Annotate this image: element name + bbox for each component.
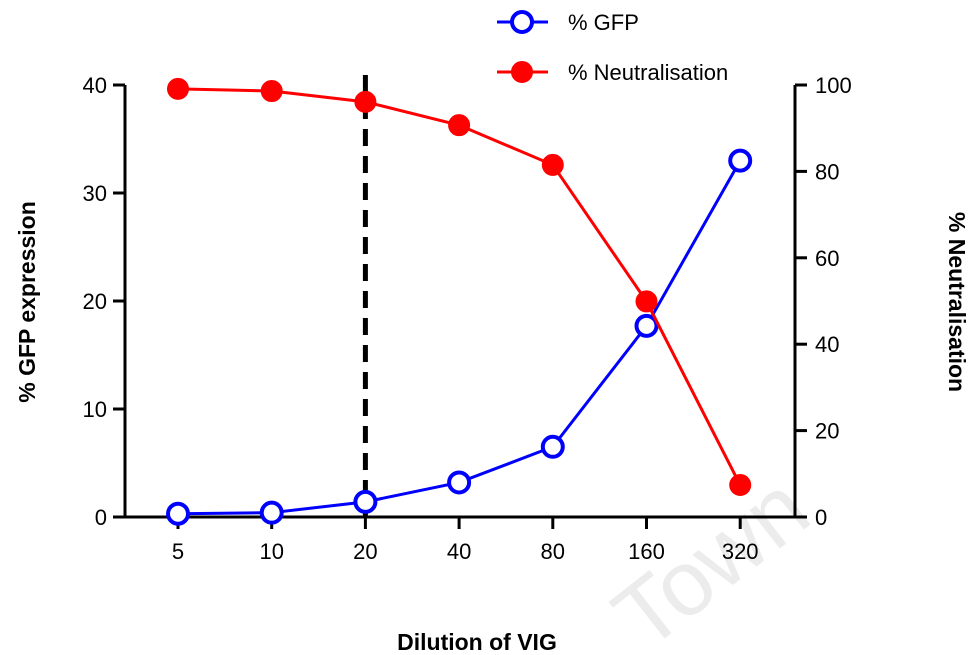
y-tick-left-label: 10 — [83, 397, 107, 422]
y-tick-left-label: 20 — [83, 289, 107, 314]
series-neutralisation — [167, 77, 752, 497]
legend-item-gfp: % GFP — [497, 10, 639, 35]
data-point-neutralisation — [729, 474, 752, 497]
data-point-gfp — [540, 434, 565, 459]
data-point-neutralisation — [354, 90, 377, 113]
legend-item-neutralisation: % Neutralisation — [497, 60, 728, 85]
y-tick-right-label: 40 — [815, 332, 839, 357]
legend: % GFP % Neutralisation — [497, 10, 728, 85]
axes: 5 10 20 40 80 160 320 0 10 20 30 40 0 20 40 60 80 100 — [83, 73, 852, 564]
x-tick-label: 80 — [541, 539, 565, 564]
data-point-neutralisation — [448, 114, 471, 137]
x-tick-label: 5 — [172, 539, 184, 564]
data-point-gfp — [166, 501, 190, 526]
data-point-neutralisation — [260, 80, 283, 103]
data-point-gfp — [259, 500, 284, 525]
series-gfp — [166, 148, 753, 526]
data-point-gfp — [447, 470, 472, 495]
x-tick-label: 160 — [628, 539, 665, 564]
legend-marker-neutralisation — [511, 61, 533, 83]
y-axis-left-title: % GFP expression — [14, 201, 40, 403]
x-tick-label: 40 — [447, 539, 471, 564]
legend-label-gfp: % GFP — [568, 10, 639, 35]
legend-marker-gfp — [510, 10, 534, 34]
y-tick-right-label: 0 — [815, 505, 827, 530]
y-tick-left-label: 30 — [83, 181, 107, 206]
y-tick-right-label: 80 — [815, 159, 839, 184]
y-axis-right-title: % Neutralisation — [944, 212, 970, 392]
y-tick-left-label: 40 — [83, 73, 107, 98]
data-point-neutralisation — [635, 290, 658, 313]
x-tick-label: 320 — [722, 539, 759, 564]
y-tick-right-label: 60 — [815, 246, 839, 271]
y-tick-right-label: 20 — [815, 419, 839, 444]
x-tick-label: 10 — [259, 539, 283, 564]
series-line-gfp — [177, 159, 742, 516]
y-tick-left-label: 0 — [95, 505, 107, 530]
data-point-neutralisation — [541, 153, 564, 176]
x-tick-label: 20 — [353, 539, 377, 564]
series-line-neutralisation — [177, 87, 742, 486]
data-point-gfp — [728, 148, 753, 173]
data-point-neutralisation — [167, 77, 189, 100]
data-point-gfp — [353, 489, 378, 514]
data-point-gfp — [634, 313, 659, 338]
y-tick-right-label: 100 — [815, 73, 852, 98]
x-axis-title: Dilution of VIG — [397, 629, 557, 655]
legend-label-neutralisation: % Neutralisation — [568, 60, 728, 85]
